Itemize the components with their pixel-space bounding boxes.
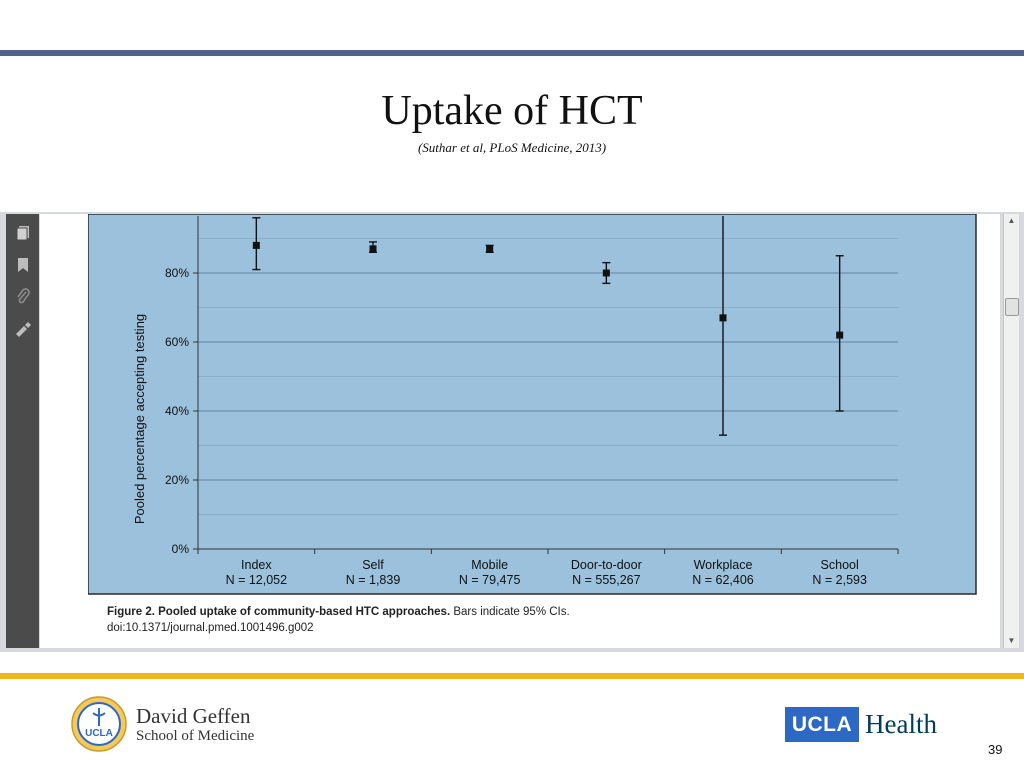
data-point-group [835,255,844,412]
plot-background [88,214,977,595]
x-category-n-label: N = 79,475 [459,573,521,587]
y-axis-label: Pooled percentage accepting testing [132,314,147,524]
x-category-label: Self [362,558,384,572]
data-point-group [719,216,727,436]
slide-page-number: 39 [988,742,1003,757]
slide-title: Uptake of HCT [381,88,643,134]
vertical-scrollbar[interactable]: ▲ ▼ [1003,214,1019,648]
x-category-n-label: N = 12,052 [226,573,288,587]
ucla-health-word: Health [865,709,937,739]
data-point-group [602,261,611,285]
seal-text: UCLA [85,728,113,739]
data-point [836,331,844,339]
y-tick-label: 0% [172,542,190,556]
bottom-rule [0,673,1024,679]
bookmark-icon[interactable] [14,256,32,274]
school-name-line1: David Geffen [136,704,251,728]
caption-text: Bars indicate 95% CIs. [450,606,570,618]
x-category-label: Door-to-door [571,558,642,572]
data-point [602,269,610,277]
data-point-group [252,217,261,271]
x-category-n-label: N = 62,406 [692,573,754,587]
x-category-n-label: N = 2,593 [812,573,867,587]
top-rule [0,50,1024,56]
y-tick-label: 40% [165,404,189,418]
x-category-n-label: N = 555,267 [572,573,641,587]
x-category-label: Index [241,558,272,572]
x-category-label: Workplace [694,558,753,572]
y-tick-label: 80% [165,266,189,280]
viewer-left-toolbar [6,214,39,648]
scroll-up-icon[interactable]: ▲ [1007,216,1016,225]
data-point [719,314,727,322]
scroll-thumb[interactable] [1005,298,1019,316]
signature-icon[interactable] [14,320,32,338]
x-category-label: Mobile [471,558,508,572]
x-category-n-label: N = 1,839 [346,573,401,587]
caption-title: Figure 2. Pooled uptake of community-bas… [107,606,451,618]
scroll-down-icon[interactable]: ▼ [1007,636,1016,645]
data-point [369,245,377,253]
ucla-seal-logo: UCLA [71,696,127,752]
slide-subtitle: (Suthar et al, PLoS Medicine, 2013) [417,140,607,155]
data-point [486,245,494,253]
y-tick-label: 20% [165,473,189,487]
ucla-health-badge: UCLA [785,707,859,742]
school-name-line2: School of Medicine [136,728,255,744]
pages-icon[interactable] [14,224,32,242]
attachment-icon[interactable] [14,288,32,306]
data-point-group [369,241,377,253]
figure-caption: Figure 2. Pooled uptake of community-bas… [107,604,987,636]
data-point-group [485,244,494,253]
data-point [252,241,260,249]
x-category-label: School [821,558,859,572]
caption-doi: doi:10.1371/journal.pmed.1001496.g002 [107,622,314,634]
y-tick-label: 60% [165,335,189,349]
school-wordmark: David Geffen School of Medicine [136,705,254,745]
